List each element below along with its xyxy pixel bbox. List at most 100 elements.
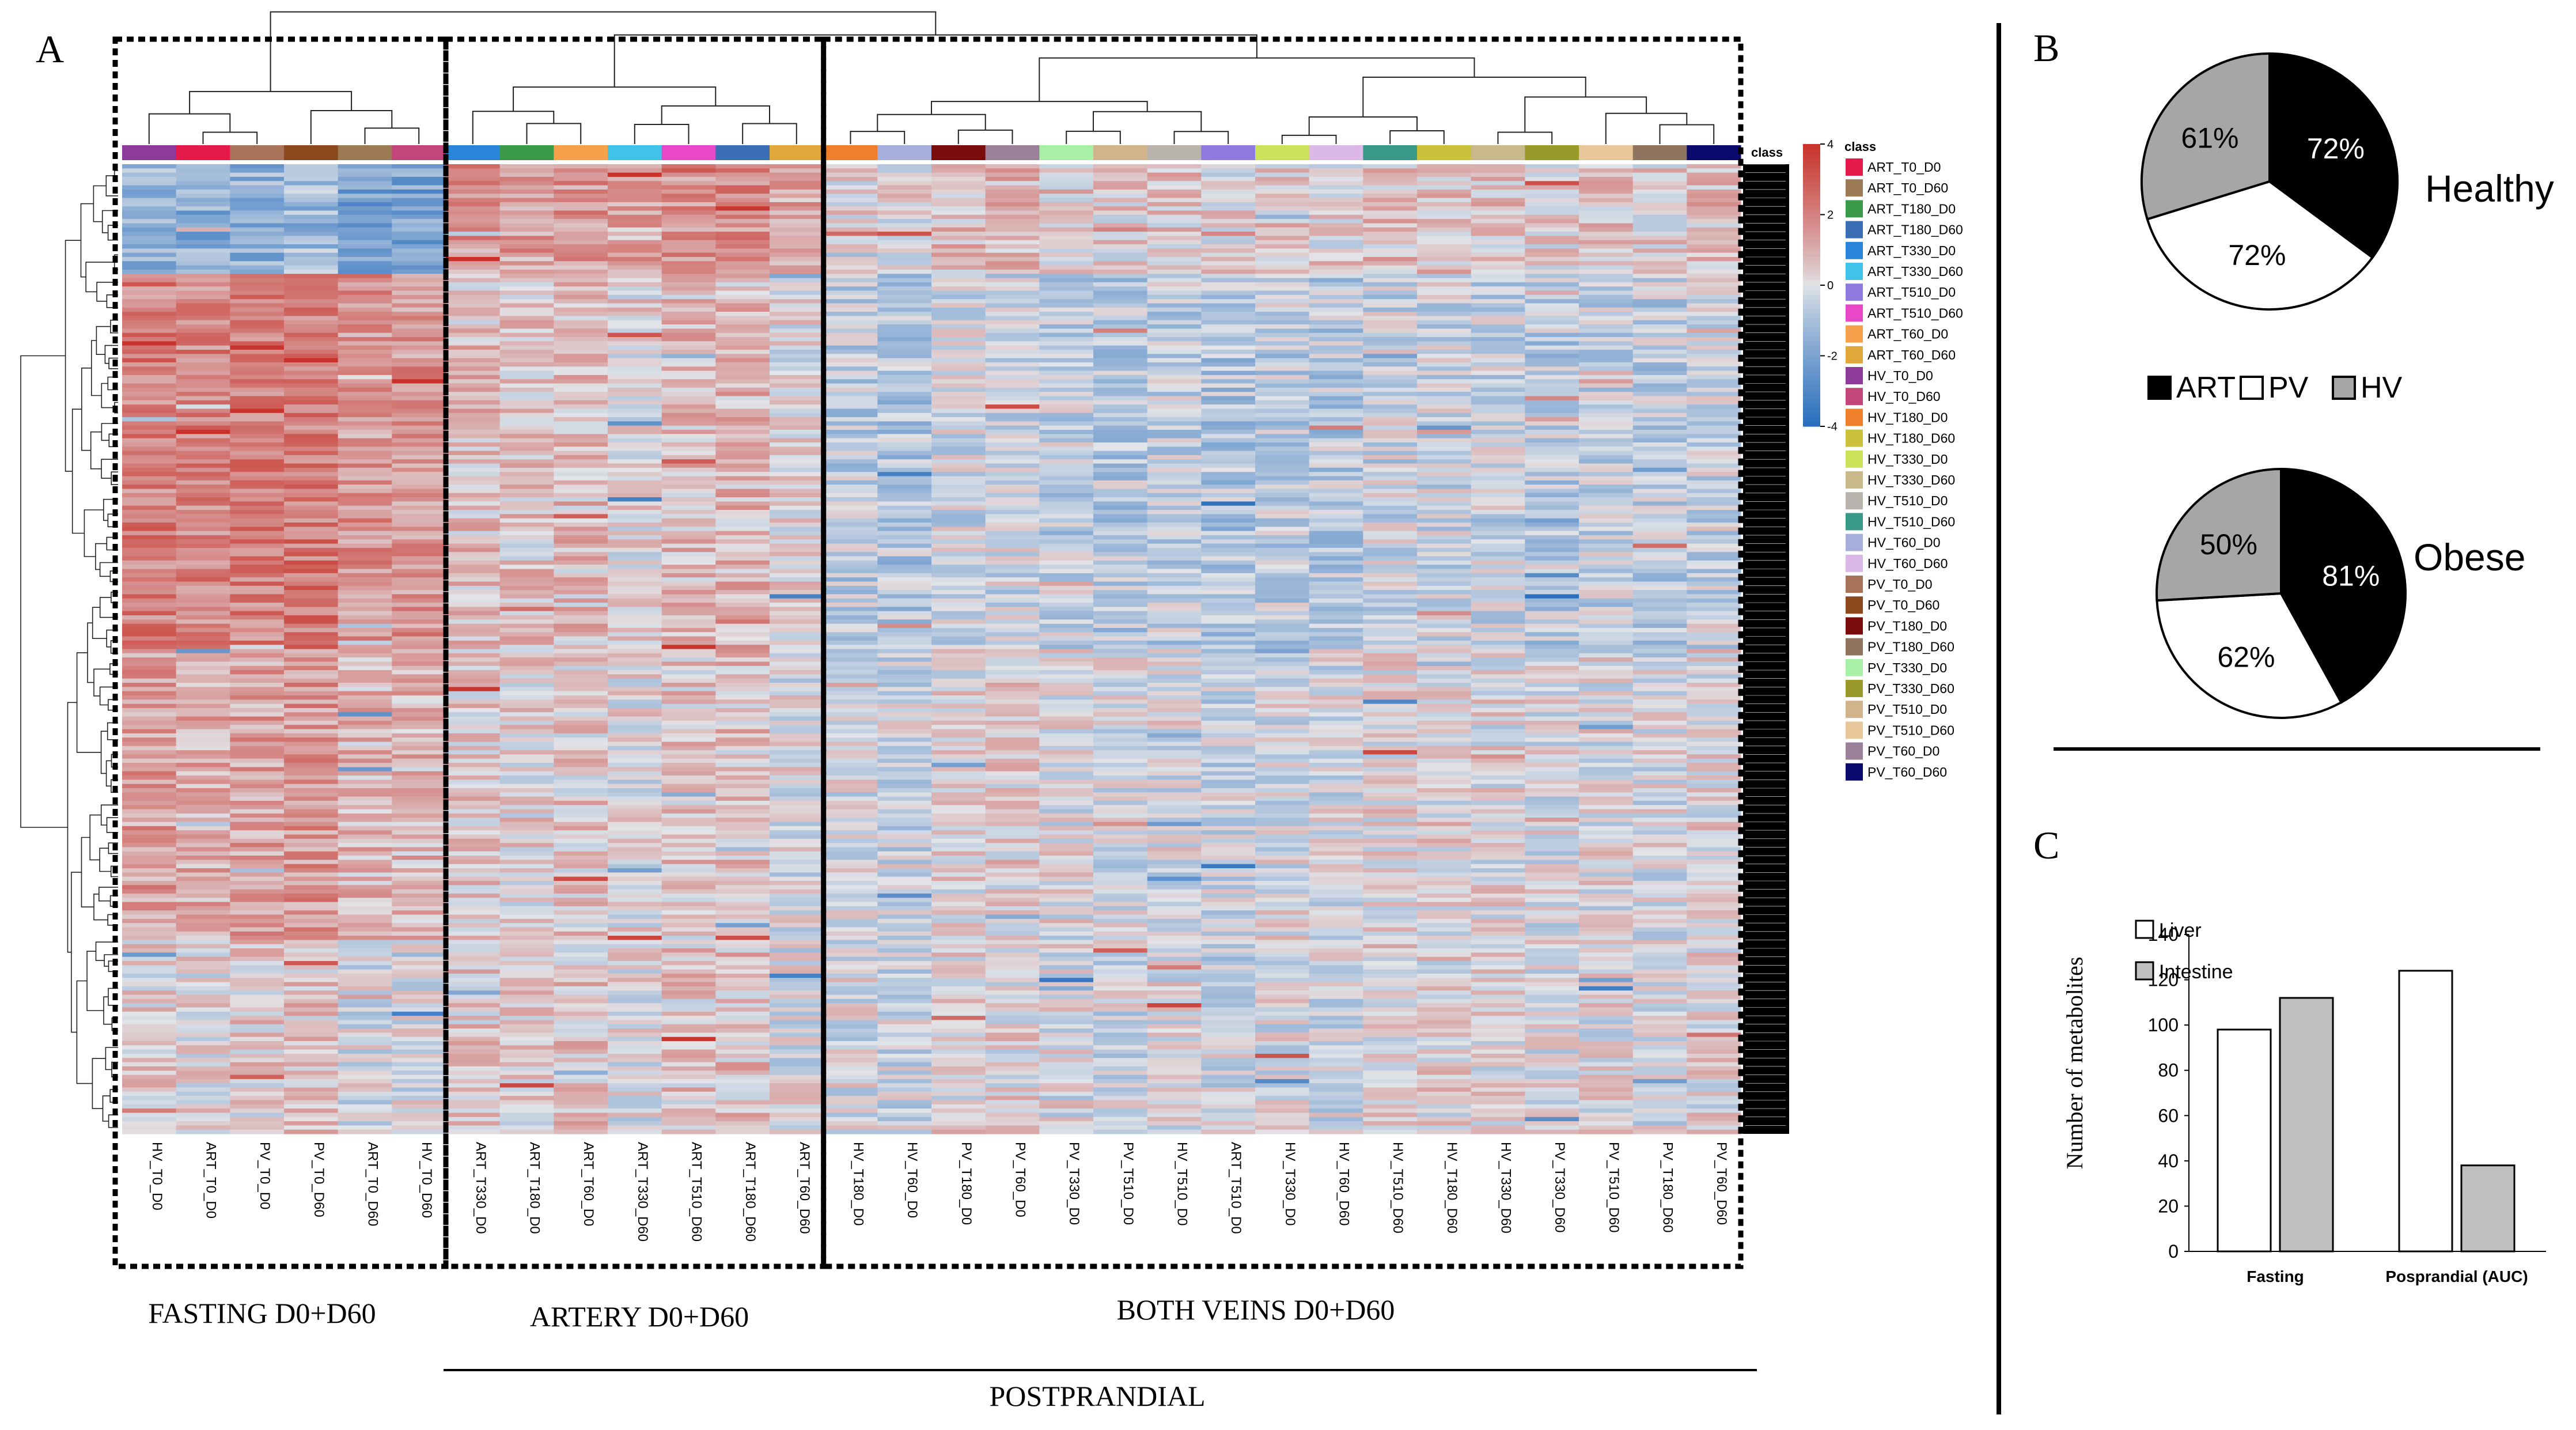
heatmap-cell (284, 214, 339, 220)
heatmap-cell (608, 1083, 662, 1088)
heatmap-cell (554, 417, 608, 422)
dendrogram-branch (67, 702, 77, 953)
heatmap-cell (1093, 497, 1148, 502)
heatmap-cell (1039, 910, 1094, 915)
heatmap-cell (176, 565, 230, 570)
heatmap-cell (1039, 805, 1094, 810)
heatmap-cell (122, 864, 177, 869)
heatmap-cell (770, 868, 824, 873)
heatmap-cell (392, 172, 446, 177)
heatmap-cell (1039, 632, 1094, 637)
heatmap-cell (554, 565, 608, 570)
heatmap-cell (122, 307, 177, 312)
class-strip-cell (715, 145, 770, 160)
heatmap-cell (715, 442, 770, 447)
heatmap-cell (770, 1058, 824, 1063)
heatmap-cell (338, 590, 392, 595)
heatmap-cell (770, 206, 824, 211)
heatmap-cell (877, 261, 932, 266)
heatmap-cell (1147, 1032, 1202, 1038)
heatmap-cell (1039, 649, 1094, 654)
heatmap-cell (1039, 290, 1094, 296)
heatmap-cell (931, 1087, 986, 1092)
heatmap-cell (392, 206, 446, 211)
heatmap-cell (931, 1032, 986, 1038)
heatmap-cell (122, 788, 177, 793)
heatmap-cell (122, 556, 177, 561)
heatmap-cell (446, 1024, 501, 1029)
heatmap-cell (446, 880, 501, 886)
heatmap-cell (554, 590, 608, 595)
heatmap-cell (1039, 742, 1094, 747)
heatmap-cell (1039, 556, 1094, 561)
heatmap-cell (176, 1096, 230, 1101)
heatmap-cell (499, 451, 554, 456)
heatmap-cell (176, 1024, 230, 1029)
heatmap-cell (985, 876, 1040, 882)
heatmap-cell (1147, 948, 1202, 953)
heatmap-cell (176, 274, 230, 279)
heatmap-cell (661, 1049, 716, 1054)
heatmap-cell (715, 868, 770, 873)
heatmap-cell (499, 653, 554, 658)
heatmap-cell (392, 261, 446, 266)
heatmap-cell (392, 1045, 446, 1050)
heatmap-cell (661, 978, 716, 983)
heatmap-cell (176, 645, 230, 650)
heatmap-cell (499, 800, 554, 805)
heatmap-cell (1093, 565, 1148, 570)
heatmap-cell (661, 885, 716, 890)
heatmap-cell (1147, 1070, 1202, 1076)
heatmap-cell (877, 695, 932, 700)
heatmap-cell (877, 374, 932, 380)
heatmap-cell (338, 1070, 392, 1076)
heatmap-cell (1201, 885, 1256, 890)
heatmap-cell (608, 847, 662, 852)
class-strip-cell (1687, 145, 1741, 160)
heatmap-cell (770, 497, 824, 502)
heatmap-cell (446, 345, 501, 350)
heatmap-cell (122, 274, 177, 279)
heatmap-cell (1039, 1091, 1094, 1096)
heatmap-cell (715, 834, 770, 839)
heatmap-cell (122, 261, 177, 266)
heatmap-cell (823, 585, 878, 591)
heatmap-cell (985, 906, 1040, 911)
class-strip-cell (230, 145, 285, 160)
heatmap-cell (770, 856, 824, 860)
heatmap-cell (230, 404, 285, 410)
heatmap-cell (338, 729, 392, 734)
heatmap-cell (1201, 944, 1256, 949)
heatmap-cell (1147, 737, 1202, 743)
heatmap-cell (338, 463, 392, 468)
heatmap-cell (392, 1109, 446, 1114)
heatmap-cell (499, 960, 554, 966)
heatmap-cell (392, 168, 446, 173)
heatmap-cell (1147, 232, 1202, 236)
heatmap-cell (877, 822, 932, 827)
heatmap-cell (1093, 923, 1148, 928)
heatmap-cell (176, 1113, 230, 1118)
heatmap-cell (122, 240, 177, 245)
heatmap-cell (338, 720, 392, 725)
heatmap-cell (554, 442, 608, 447)
heatmap-cell (1147, 944, 1202, 949)
heatmap-cell (338, 683, 392, 687)
heatmap-cell (823, 307, 878, 312)
heatmap-cell (1093, 965, 1148, 970)
heatmap-cell (715, 573, 770, 578)
heatmap-cell (1039, 952, 1094, 958)
heatmap-cell (284, 413, 339, 418)
heatmap-cell (877, 194, 932, 199)
heatmap-cell (985, 274, 1040, 279)
heatmap-cell (554, 261, 608, 266)
heatmap-cell (176, 244, 230, 249)
heatmap-cell (715, 1096, 770, 1101)
heatmap-cell (1147, 396, 1202, 401)
heatmap-cell (176, 379, 230, 384)
heatmap-cell (446, 940, 501, 945)
class-strip-cell (661, 145, 716, 160)
heatmap-cell (770, 358, 824, 363)
heatmap-cell (1093, 936, 1148, 940)
heatmap-cell (1093, 531, 1148, 536)
